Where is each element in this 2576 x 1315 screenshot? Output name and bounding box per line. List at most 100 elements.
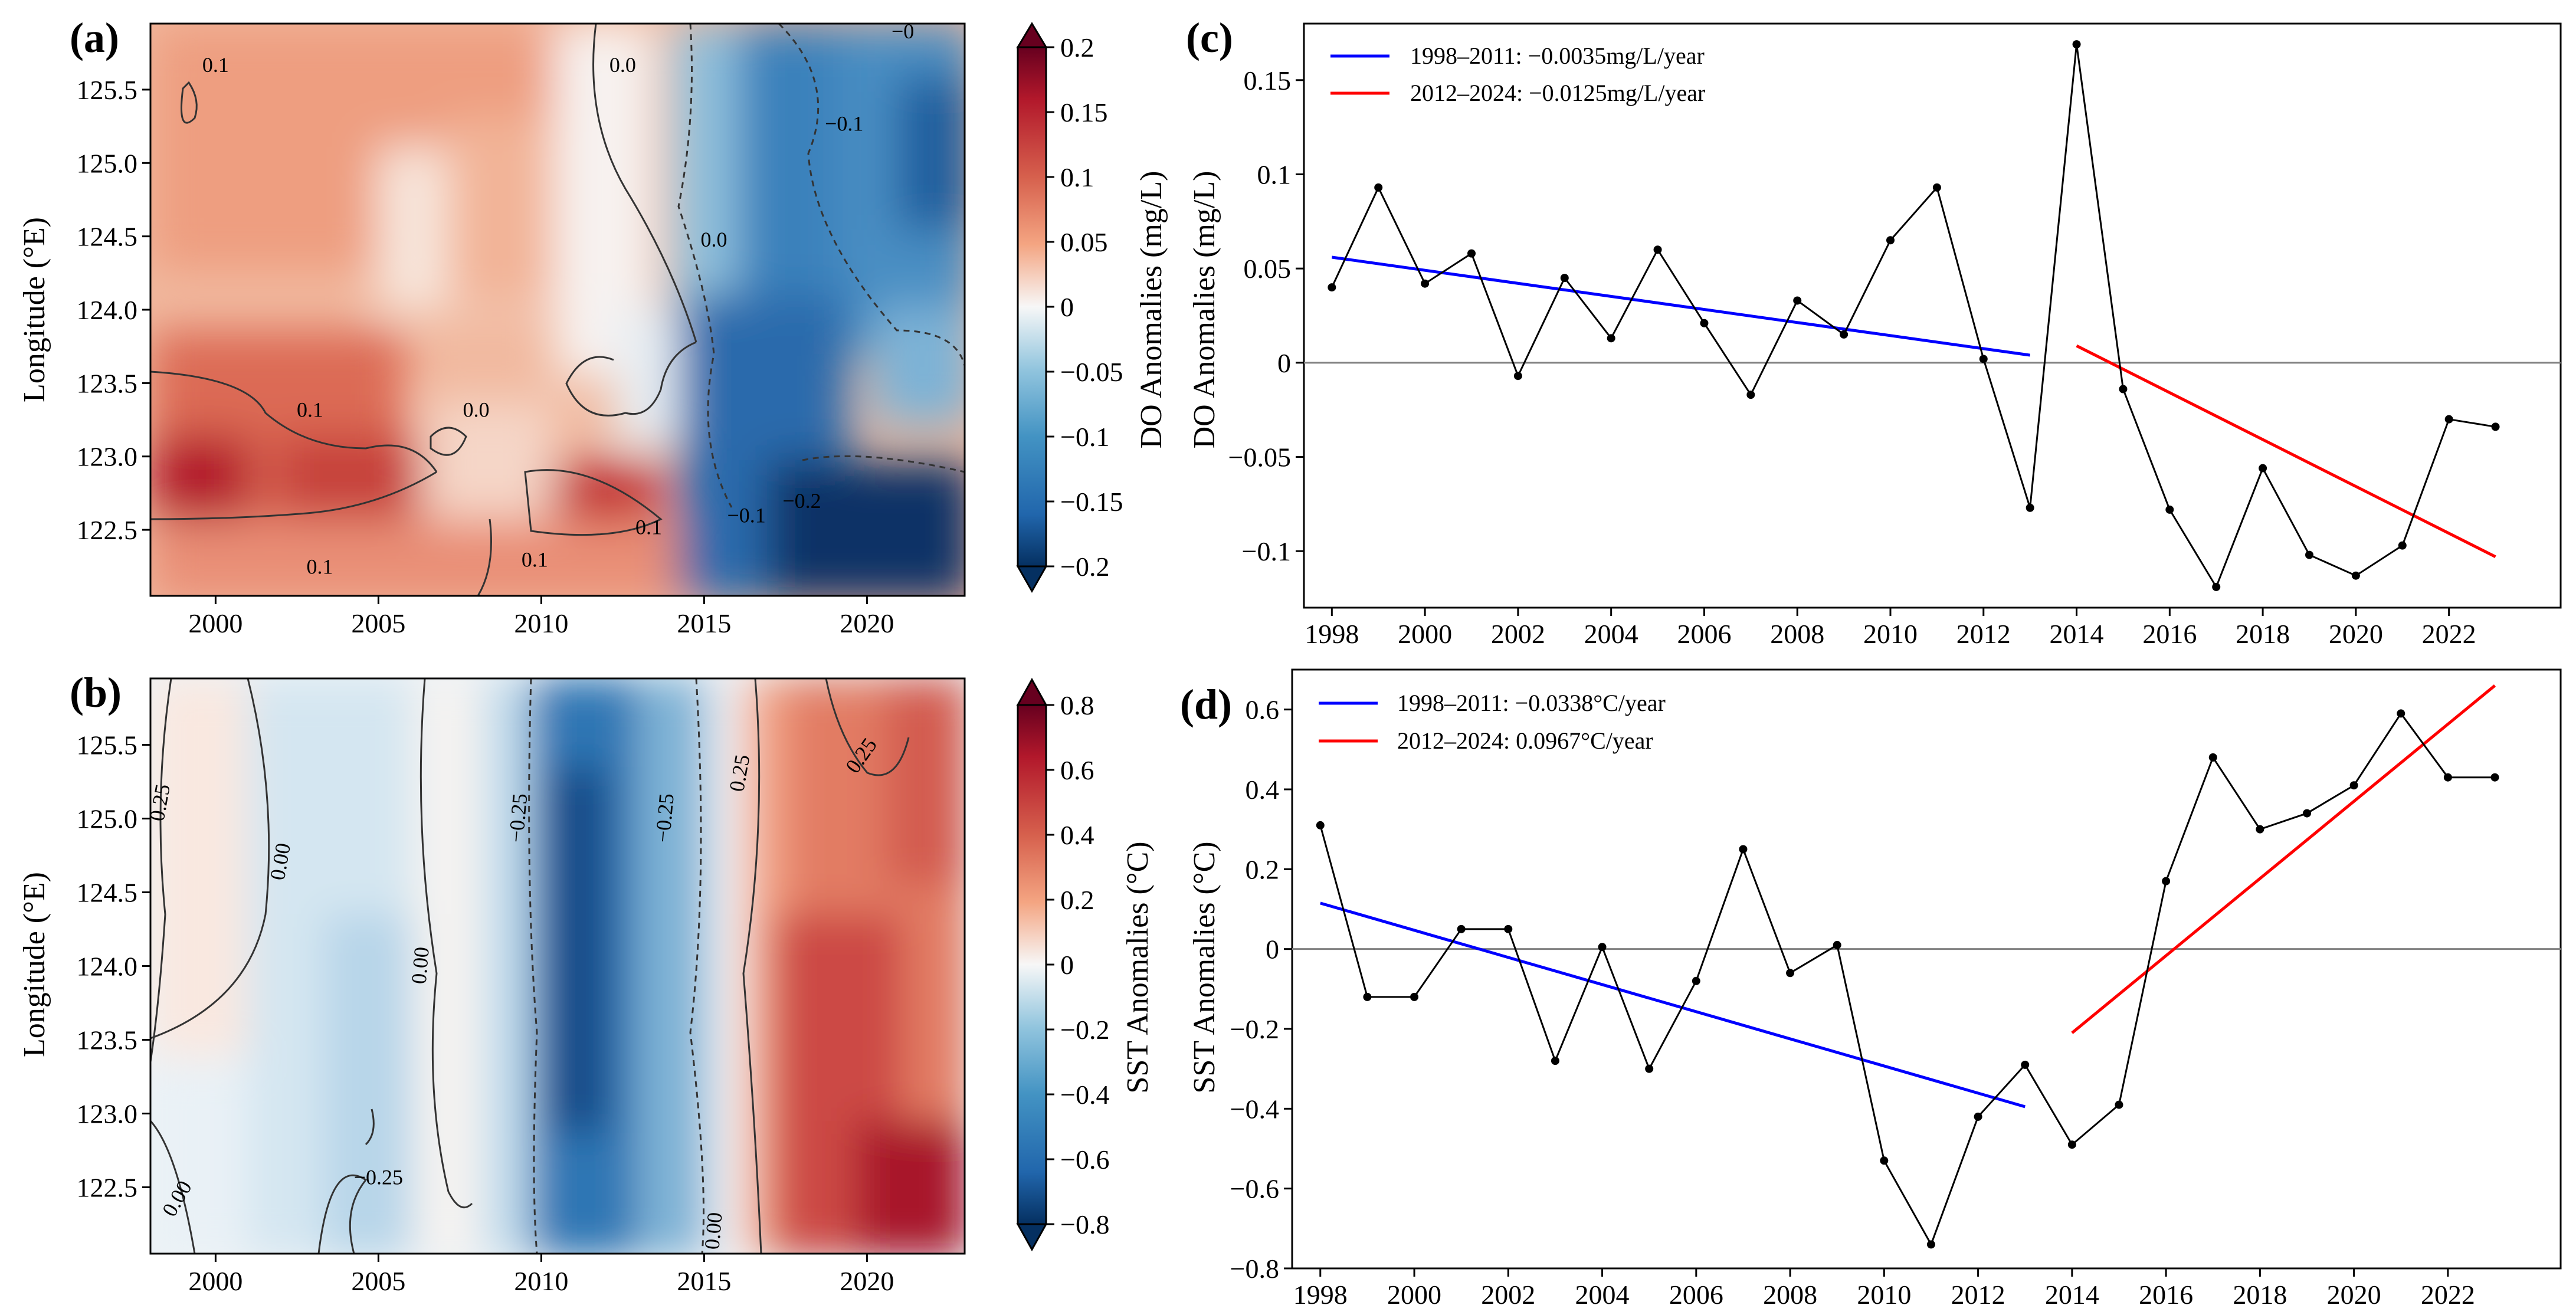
- panel-a-ytick-label: 124.5: [77, 222, 138, 252]
- panel-d-xtick-label: 2018: [2233, 1280, 2287, 1310]
- panel-b-xtick-label: 2020: [840, 1266, 894, 1296]
- panel-a-contours: [150, 24, 965, 596]
- panel-b-ytick-label: 124.5: [77, 878, 138, 908]
- panel-a-xaxis: 2000 2005 2010 2015 2020: [188, 596, 894, 638]
- panel-b-ytick-label: 122.5: [77, 1173, 138, 1203]
- panel-b-contour-label: −0.25: [504, 792, 532, 843]
- panel-d-trend-red: [2071, 684, 2496, 1034]
- panel-d-ylabel: SST Anomalies (°C): [1188, 841, 1221, 1093]
- panel-a-colorbar-tick-label: 0: [1060, 292, 1074, 322]
- panel-b-colorbar-tick-label: 0.2: [1060, 885, 1094, 915]
- panel-b-ytick-label: 125.5: [77, 730, 138, 760]
- panel-d-data-point: [1786, 969, 1795, 978]
- panel-c-data-point: [1560, 274, 1569, 283]
- panel-a-contour-label: −0: [892, 19, 914, 43]
- panel-d-data-point: [1926, 1240, 1935, 1249]
- panel-d-data-point: [2021, 1060, 2030, 1069]
- panel-a-xtick-label: 2015: [677, 608, 731, 638]
- panel-c-ytick-label: −0.05: [1228, 442, 1291, 473]
- panel-b-contour-label: 0.00: [407, 946, 434, 985]
- panel-c-data-point: [2351, 571, 2360, 580]
- panel-c-xtick-label: 2012: [1956, 619, 2011, 649]
- panel-a-yaxis: 122.5 123.0 123.5 124.0 124.5 125.0 125.5: [77, 75, 150, 545]
- panel-a-contour-label: −0.1: [825, 112, 863, 136]
- panel-c-xtick-label: 2016: [2142, 619, 2197, 649]
- panel-c-data-point: [1467, 249, 1476, 258]
- panel-b-ytick-label: 123.0: [77, 1099, 138, 1129]
- panel-c-data-point: [1374, 183, 1383, 192]
- panel-c-xtick-label: 2006: [1677, 619, 1731, 649]
- panel-d-data-point: [1974, 1112, 1982, 1121]
- panel-b-yaxis: 122.5 123.0 123.5 124.0 124.5 125.0 125.5: [77, 730, 150, 1203]
- panel-d-data-point: [1880, 1156, 1889, 1165]
- panel-c-do-timeseries: (c) DO Anomalies (mg/L) 1998 2000 2002 2004…: [1186, 14, 2562, 649]
- panel-a-colorbar-tick-label: −0.15: [1060, 487, 1123, 517]
- panel-c-xtick-label: 2002: [1491, 619, 1545, 649]
- panel-b-colorbar-tick-label: 0.8: [1060, 690, 1094, 720]
- panel-a-contour-label: 0.1: [635, 516, 662, 539]
- panel-d-data-point: [1739, 845, 1748, 854]
- panel-b-ytick-label: 125.0: [77, 804, 138, 834]
- panel-a-contour-label: 0.1: [297, 398, 323, 422]
- panel-d-data-point: [2208, 753, 2217, 762]
- panel-a-contour-label: 0.0: [700, 228, 727, 251]
- panel-a-colorbar-tick-label: 0.1: [1060, 162, 1094, 192]
- panel-d-data-point: [2067, 1140, 2076, 1149]
- panel-b-ylabel: Longitude (°E): [18, 872, 51, 1057]
- panel-a-ytick-label: 125.5: [77, 75, 138, 105]
- panel-c-data-point: [2119, 385, 2128, 393]
- panel-c-data-point: [2491, 422, 2500, 431]
- panel-d-xtick-label: 2020: [2327, 1280, 2381, 1310]
- panel-d-data-point: [2115, 1100, 2123, 1109]
- panel-d-data-point: [1692, 976, 1700, 985]
- panel-b-colorbar-tick-label: −0.2: [1060, 1015, 1109, 1045]
- panel-c-data-point: [2259, 464, 2267, 473]
- panel-c-data-point: [1793, 296, 1802, 305]
- panel-c-data-point: [1328, 283, 1336, 292]
- panel-a-colorbar-tick-label: −0.1: [1060, 422, 1109, 452]
- panel-a-colorbar-label: DO Anomalies (mg/L): [1135, 171, 1168, 449]
- panel-c-data-point: [1421, 279, 1430, 288]
- panel-a-xtick-label: 2000: [188, 608, 242, 638]
- panel-c-data-point: [2165, 505, 2174, 514]
- panel-a-contour-label: 0.1: [202, 53, 229, 77]
- panel-d-data-point: [1316, 821, 1325, 829]
- panel-c-label: (c): [1186, 14, 1233, 61]
- panel-d-xtick-label: 2006: [1669, 1280, 1723, 1310]
- panel-b-xtick-label: 2015: [677, 1266, 731, 1296]
- panel-a-ytick-label: 123.5: [77, 368, 138, 398]
- panel-a-contour-label: 0.0: [609, 53, 636, 77]
- panel-d-ytick-label: 0.2: [1246, 854, 1280, 884]
- panel-c-legend-blue-label: 1998–2011: −0.0035mg/L/year: [1410, 42, 1705, 69]
- panel-a-colorbar-tick-label: −0.2: [1060, 552, 1109, 582]
- panel-d-data-point: [1363, 992, 1372, 1001]
- panel-a-xtick-label: 2005: [351, 608, 405, 638]
- panel-b-colorbar-tick-label: 0.4: [1060, 820, 1094, 850]
- panel-a-contour-label: 0.1: [522, 547, 548, 571]
- panel-c-data-point: [1607, 334, 1615, 343]
- panel-c-xtick-label: 2020: [2329, 619, 2383, 649]
- panel-d-data-point: [2397, 709, 2405, 718]
- panel-a-label: (a): [70, 14, 119, 61]
- panel-a-ylabel: Longitude (°E): [18, 217, 51, 402]
- panel-d-data-point: [1833, 940, 1841, 949]
- panel-d-trend-blue: [1320, 901, 2026, 1109]
- panel-d-data-point: [2349, 781, 2358, 790]
- panel-a-contour-labels: 0.1 0.0 −0 −0.1 0.0 0.1 0.0 0.1 0.1 0.1 −0.1 −0.2: [202, 19, 914, 579]
- panel-c-xtick-label: 2004: [1584, 619, 1638, 649]
- panel-d-ytick-label: −0.4: [1230, 1094, 1279, 1124]
- panel-d-xtick-label: 2016: [2139, 1280, 2193, 1310]
- panel-b-colorbar-tick-label: 0: [1060, 950, 1074, 980]
- panel-b-ytick-label: 124.0: [77, 952, 138, 982]
- panel-a-ytick-label: 125.0: [77, 148, 138, 178]
- panel-b-colorbar-tick-label: −0.8: [1060, 1209, 1109, 1239]
- panel-d-label: (d): [1180, 681, 1232, 728]
- panel-c-ylabel: DO Anomalies (mg/L): [1188, 171, 1221, 449]
- panel-b-contour-label: −0.25: [651, 792, 679, 843]
- panel-d-xtick-label: 2012: [1951, 1280, 2005, 1310]
- panel-b-xtick-label: 2005: [351, 1266, 405, 1296]
- panel-c-data-point: [2072, 40, 2081, 49]
- panel-c-ytick-label: 0.05: [1244, 254, 1292, 284]
- panel-d-series-line: [1319, 711, 2495, 1247]
